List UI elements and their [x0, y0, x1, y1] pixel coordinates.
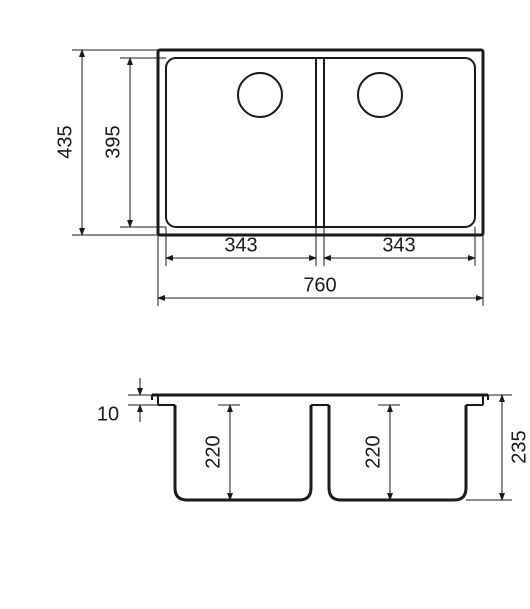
dim-220-right-label: 220 — [362, 435, 384, 468]
dim-235: 235 — [466, 395, 530, 500]
dim-343-left: 343 — [166, 227, 316, 266]
dim-343-right-label: 343 — [382, 234, 415, 256]
dim-343-right: 343 — [324, 227, 475, 266]
bowl-left-section — [175, 405, 311, 500]
dim-343-left-label: 343 — [224, 234, 257, 256]
dim-235-label: 235 — [508, 430, 530, 463]
sink-inner — [166, 58, 475, 227]
sink-outer-rim — [158, 50, 483, 235]
dim-220-left: 220 — [202, 405, 240, 500]
dim-220-right: 220 — [362, 405, 400, 500]
dim-760: 760 — [158, 235, 483, 306]
dim-220-left-label: 220 — [202, 435, 224, 468]
dim-10: 10 — [97, 378, 158, 425]
dim-395-label: 395 — [102, 125, 124, 158]
dim-435-label: 435 — [54, 125, 76, 158]
drain-left — [238, 73, 282, 117]
dim-395: 395 — [102, 58, 166, 227]
sink-dimension-diagram: 435 395 343 343 760 — [0, 0, 530, 609]
bowl-right-section — [329, 405, 466, 500]
dim-760-label: 760 — [303, 274, 336, 296]
dim-10-label: 10 — [97, 403, 119, 425]
drain-right — [358, 73, 402, 117]
plan-view — [158, 50, 483, 235]
